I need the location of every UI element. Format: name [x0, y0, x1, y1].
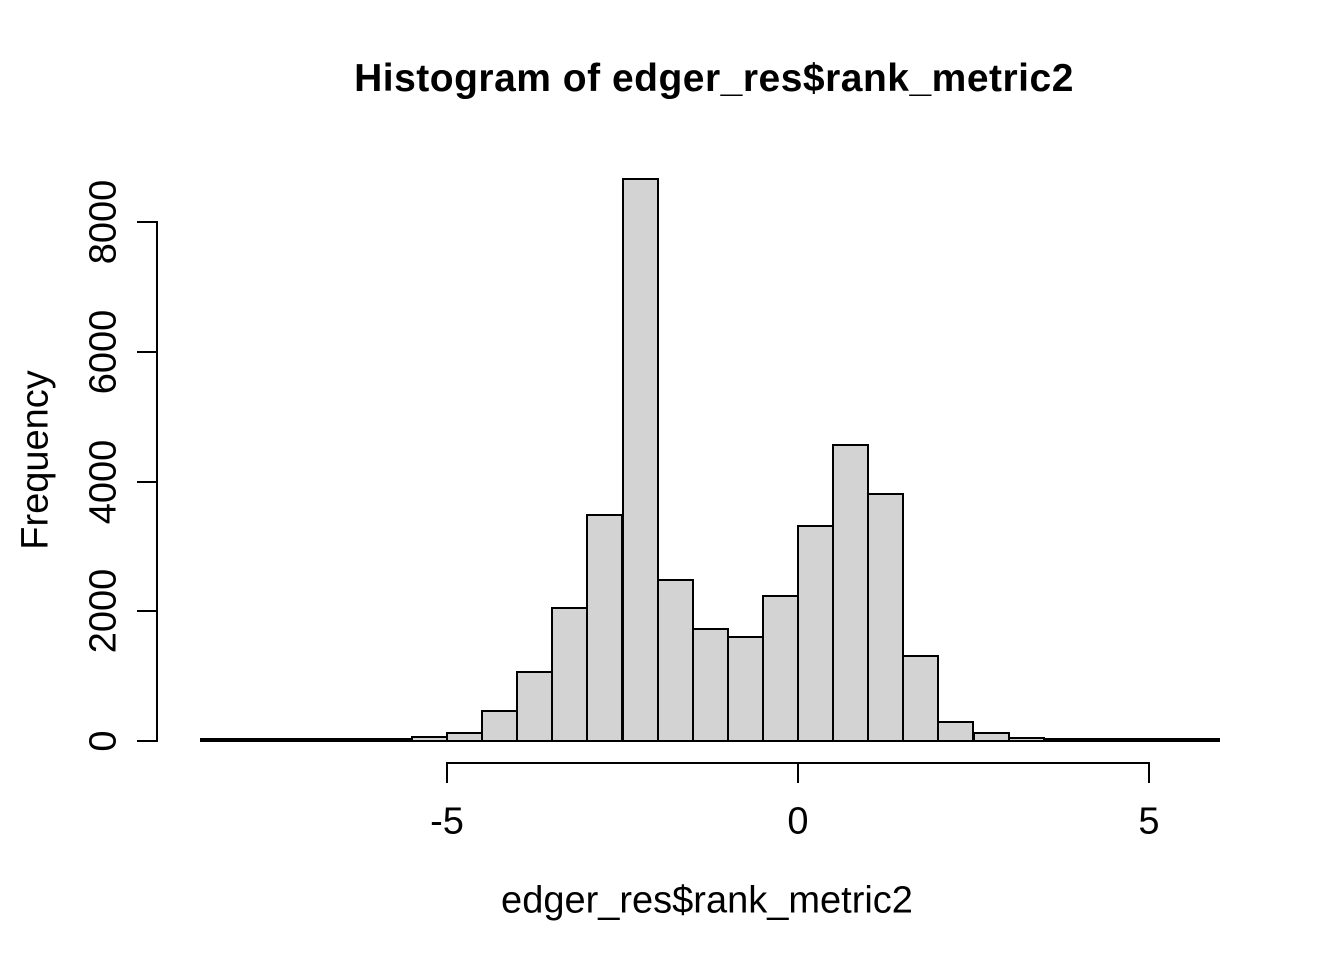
histogram-bar	[375, 737, 413, 742]
histogram-bar	[832, 444, 870, 742]
x-tick	[797, 762, 799, 783]
y-axis-line	[155, 221, 158, 742]
histogram-bar	[937, 720, 975, 742]
histogram-bar	[551, 606, 589, 742]
histogram-bar	[270, 737, 308, 742]
histogram-bar	[1112, 737, 1150, 742]
y-tick	[136, 350, 156, 353]
y-tick-label: 4000	[82, 439, 125, 524]
histogram-bar	[1077, 737, 1115, 742]
chart-title: Histogram of edger_res$rank_metric2	[354, 57, 1074, 100]
histogram-bar	[726, 635, 764, 742]
histogram-bar	[340, 737, 378, 742]
y-tick	[136, 221, 156, 223]
y-tick	[136, 610, 156, 613]
histogram-bar	[481, 709, 519, 742]
y-tick-label: 6000	[82, 309, 125, 395]
histogram-bar	[1183, 737, 1221, 742]
x-tick	[1148, 762, 1150, 783]
y-axis-title: Frequency	[14, 370, 57, 550]
y-tick	[136, 740, 156, 742]
x-tick-label: 5	[1138, 800, 1160, 843]
histogram-bar	[235, 737, 273, 742]
histogram-bar	[761, 594, 799, 742]
x-axis-title: edger_res$rank_metric2	[501, 879, 913, 922]
histogram-bar	[1007, 736, 1045, 742]
x-tick	[446, 762, 448, 783]
x-tick-label: -5	[430, 800, 464, 843]
histogram-bar	[797, 524, 835, 742]
histogram-bar	[516, 671, 554, 742]
histogram-bar	[621, 177, 659, 742]
histogram-bar	[1148, 737, 1186, 742]
y-tick-label: 8000	[82, 179, 125, 265]
y-tick-label: 0	[82, 730, 125, 752]
histogram-bar	[867, 492, 905, 742]
y-tick-label: 2000	[82, 568, 125, 654]
histogram-bar	[200, 737, 238, 742]
histogram-bar	[656, 578, 694, 742]
histogram-bar	[305, 737, 343, 742]
histogram-bar	[446, 732, 484, 742]
x-tick-label: 0	[787, 800, 809, 843]
histogram-bar	[691, 627, 729, 742]
histogram-bar	[586, 513, 624, 742]
y-tick	[136, 480, 156, 483]
histogram-bar	[410, 735, 448, 742]
histogram-bar	[972, 732, 1010, 742]
histogram-bar	[902, 655, 940, 742]
histogram-bar	[1042, 737, 1080, 742]
